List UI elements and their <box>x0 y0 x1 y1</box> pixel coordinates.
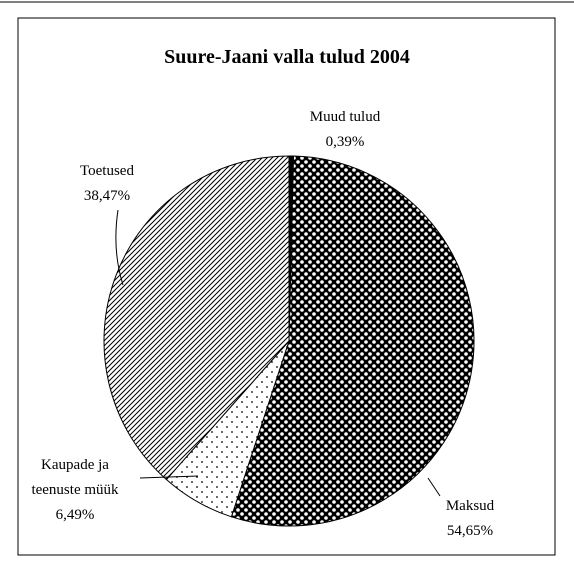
leader-line <box>115 209 124 286</box>
category-label: Maksud <box>445 498 495 514</box>
leader-line <box>139 475 199 479</box>
value-label: 38,47% <box>83 188 131 204</box>
pie-slice <box>230 155 475 527</box>
pie-slice <box>103 155 290 481</box>
value-label: 6,49% <box>55 507 95 523</box>
chart-title: Suure-Jaani valla tulud 2004 <box>164 46 410 68</box>
value-label: 54,65% <box>446 523 494 539</box>
frame <box>17 17 556 556</box>
slice-label: Muud tulud 0,39% <box>288 105 403 155</box>
slice-label: Kaupade ja teenuste müük 6,49% <box>15 453 135 528</box>
leader-lines <box>115 209 441 497</box>
slice-label: Maksud 54,65% <box>430 494 510 544</box>
leader-line <box>427 477 441 497</box>
value-label: 0,39% <box>325 134 365 150</box>
category-label: Kaupade ja teenuste müük <box>31 457 119 498</box>
slice-label: Toetused 38,47% <box>62 159 152 209</box>
category-label: Toetused <box>80 163 134 179</box>
category-label: Muud tulud <box>309 109 381 125</box>
